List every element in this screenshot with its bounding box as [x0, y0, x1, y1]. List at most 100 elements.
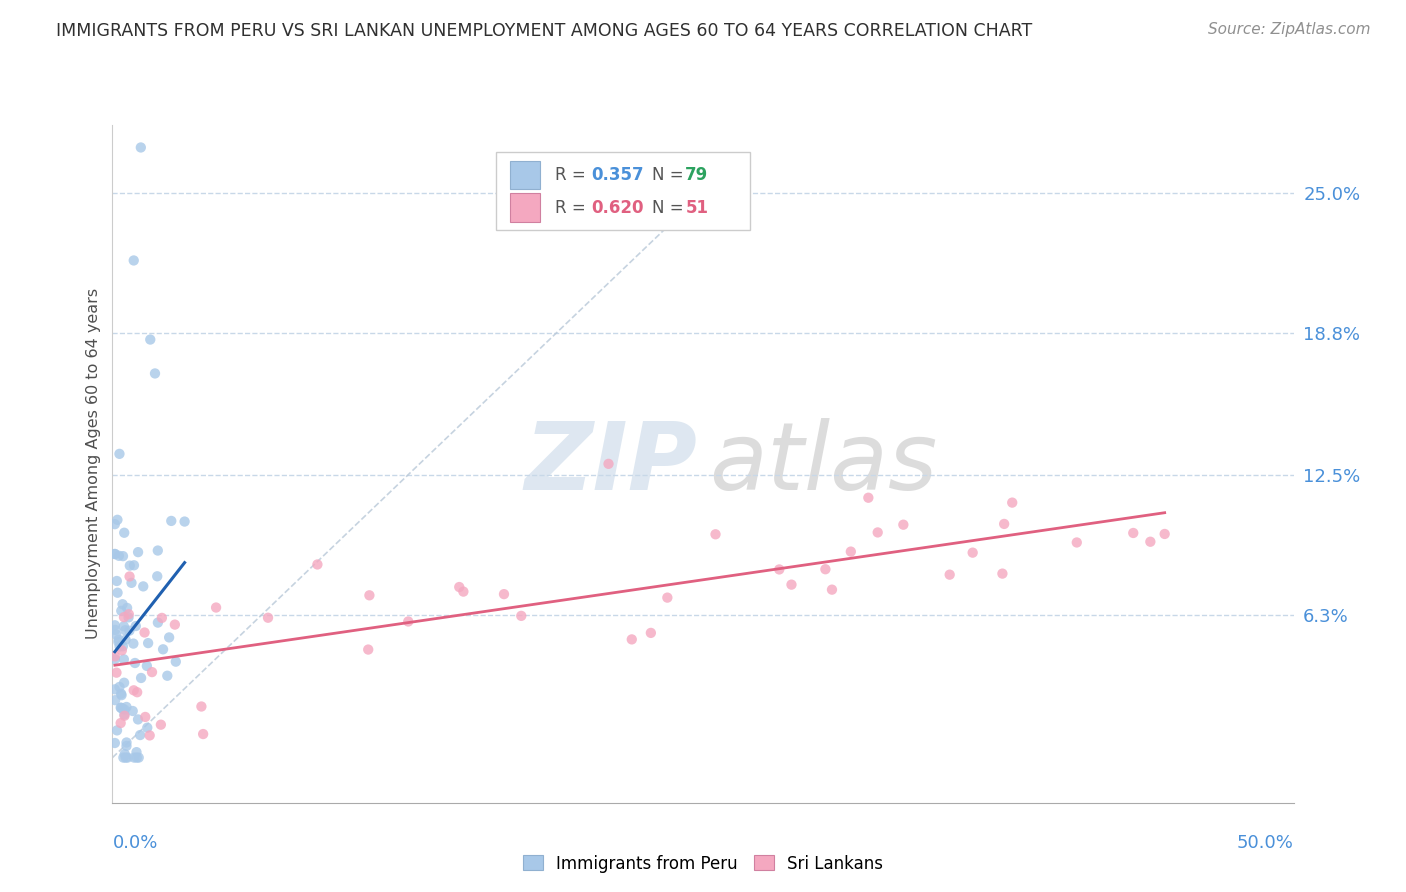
- Point: [821, 582, 844, 597]
- Point: [138, 728, 160, 742]
- Legend: Immigrants from Peru, Sri Lankans: Immigrants from Peru, Sri Lankans: [516, 848, 890, 880]
- Point: [122, 683, 145, 698]
- Point: [107, 632, 129, 647]
- Point: [1001, 495, 1024, 509]
- Point: [129, 140, 152, 154]
- Point: [139, 333, 162, 347]
- Point: [620, 632, 643, 647]
- Point: [141, 665, 163, 679]
- Point: [449, 580, 471, 594]
- Point: [110, 687, 132, 701]
- Point: [143, 367, 166, 381]
- Point: [111, 549, 134, 563]
- Point: [173, 515, 195, 529]
- Point: [105, 723, 128, 738]
- Point: [866, 525, 889, 540]
- Point: [359, 588, 381, 602]
- Point: [121, 575, 143, 590]
- Point: [191, 727, 214, 741]
- Text: 50.0%: 50.0%: [1237, 834, 1294, 852]
- Point: [104, 652, 127, 666]
- Point: [118, 558, 141, 573]
- Point: [160, 514, 183, 528]
- Point: [640, 626, 662, 640]
- Bar: [510, 194, 540, 222]
- Point: [157, 631, 180, 645]
- Y-axis label: Unemployment Among Ages 60 to 64 years: Unemployment Among Ages 60 to 64 years: [86, 288, 101, 640]
- Text: 79: 79: [685, 166, 709, 184]
- Point: [127, 685, 149, 699]
- Point: [107, 635, 129, 649]
- Point: [115, 700, 138, 714]
- Point: [111, 643, 134, 657]
- Point: [190, 699, 212, 714]
- Point: [962, 546, 984, 560]
- Point: [117, 610, 139, 624]
- Text: Source: ZipAtlas.com: Source: ZipAtlas.com: [1208, 22, 1371, 37]
- Point: [105, 665, 128, 680]
- Point: [115, 601, 138, 615]
- Point: [129, 671, 152, 685]
- Point: [780, 577, 803, 591]
- Point: [129, 728, 152, 742]
- Point: [104, 623, 127, 637]
- Point: [112, 652, 135, 666]
- Text: R =: R =: [555, 199, 592, 217]
- Point: [105, 627, 128, 641]
- Text: R =: R =: [555, 166, 592, 184]
- Point: [149, 717, 172, 731]
- Point: [132, 579, 155, 593]
- Point: [492, 587, 515, 601]
- Point: [858, 491, 880, 505]
- Point: [108, 549, 131, 563]
- Point: [110, 688, 132, 702]
- Point: [112, 707, 135, 722]
- Point: [1139, 534, 1161, 549]
- Text: N =: N =: [652, 166, 689, 184]
- Point: [453, 584, 475, 599]
- Point: [110, 604, 132, 618]
- Point: [121, 704, 143, 718]
- Point: [108, 640, 131, 654]
- Point: [114, 632, 136, 647]
- Point: [122, 750, 145, 764]
- Point: [598, 457, 620, 471]
- Point: [136, 636, 159, 650]
- Text: 0.357: 0.357: [591, 166, 644, 184]
- Point: [114, 750, 136, 764]
- Point: [104, 682, 127, 697]
- Point: [357, 642, 380, 657]
- Point: [112, 675, 135, 690]
- Text: atlas: atlas: [709, 418, 938, 509]
- Point: [1122, 526, 1144, 541]
- Text: N =: N =: [652, 199, 689, 217]
- Point: [104, 547, 127, 561]
- Point: [104, 649, 127, 664]
- Point: [510, 608, 533, 623]
- Point: [108, 680, 131, 694]
- Point: [1153, 527, 1175, 541]
- Point: [104, 618, 127, 632]
- Point: [105, 574, 128, 588]
- Point: [146, 569, 169, 583]
- Point: [127, 713, 149, 727]
- Point: [107, 513, 129, 527]
- Point: [107, 585, 129, 599]
- Point: [111, 640, 134, 654]
- Point: [993, 516, 1015, 531]
- Point: [110, 716, 132, 731]
- Point: [108, 447, 131, 461]
- Bar: [510, 161, 540, 189]
- Point: [114, 624, 136, 638]
- Point: [128, 750, 150, 764]
- Text: ZIP: ZIP: [524, 417, 697, 510]
- Point: [124, 656, 146, 670]
- Point: [307, 558, 329, 572]
- Point: [112, 525, 135, 540]
- Point: [146, 543, 169, 558]
- Point: [115, 739, 138, 753]
- Point: [104, 736, 127, 750]
- FancyBboxPatch shape: [496, 152, 751, 230]
- Point: [125, 619, 148, 633]
- Point: [104, 517, 127, 532]
